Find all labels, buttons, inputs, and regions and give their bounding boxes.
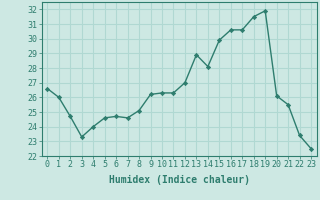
X-axis label: Humidex (Indice chaleur): Humidex (Indice chaleur) xyxy=(109,175,250,185)
